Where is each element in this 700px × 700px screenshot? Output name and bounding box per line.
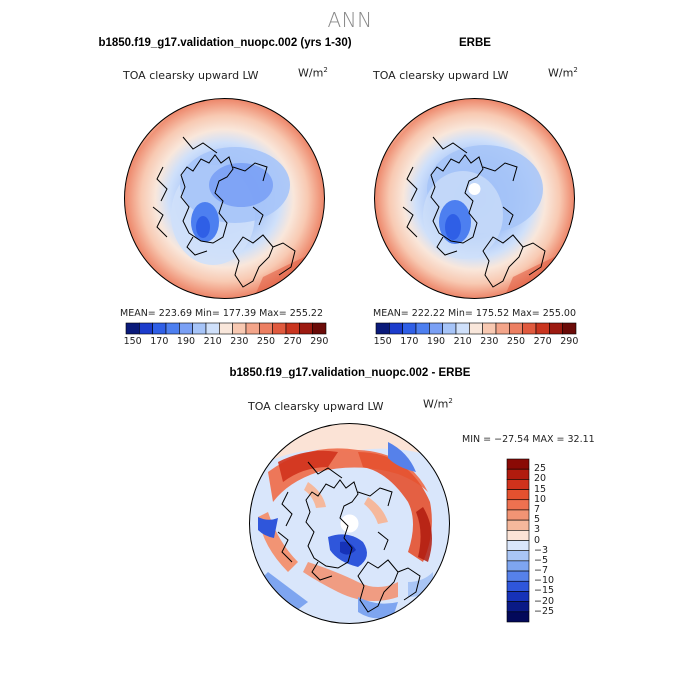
panel3-colorbar-tick-label: 7 [534,503,541,515]
panel1-colorbar-tick-label: 250 [256,336,276,347]
panel1-colorbar-swatch [232,322,247,335]
panel3-colorbar-swatch [506,580,530,592]
panel3-colorbar-tick-label: 15 [534,483,547,495]
panel1-colorbar-swatch [205,322,220,335]
panel3-polar-map [249,423,450,624]
panel3-colorbar-swatch [506,499,530,511]
panel3-colorbar-tick-label: −10 [534,575,555,587]
panel2-colorbar-swatch [469,322,483,335]
panel3-colorbar-tick-label: 25 [534,463,547,475]
panel3-stats: MIN = −27.54 MAX = 32.11 [462,434,595,445]
panel3-colorbar-ticks: 25 20 15 10 7 5 3 0 −3 −5 −7 −10 −15 −20 −25 [534,459,574,622]
panel3-colorbar-swatch [506,479,530,490]
panel1-colorbar-swatch [152,322,167,335]
panel2-variable-label: TOA clearsky upward LW [373,69,509,82]
panel2-colorbar-swatch [442,322,457,335]
figure-title: ANN [327,8,373,32]
panel2-colorbar-swatch [522,322,537,335]
panel2-unit-label: W/m2 [548,66,578,80]
panel3-colorbar-tick-label: −5 [534,554,549,566]
panel3-colorbar-swatch [506,468,530,480]
panel1-title: b1850.f19_g17.validation_nuopc.002 (yrs … [98,37,352,49]
panel1-colorbar-swatch [312,322,327,335]
panel3-colorbar-tick-label: 10 [534,493,547,505]
panel2-colorbar-swatch [535,322,550,335]
panel1-colorbar-swatch [272,322,287,335]
panel1-colorbar-tick-label: 230 [230,336,249,347]
panel2-colorbar-swatch [495,322,510,335]
panel2-colorbar-swatch [415,322,430,335]
panel1-unit-label: W/m2 [298,66,328,80]
panel2-colorbar-swatch [375,322,390,335]
panel1-colorbar-swatch [165,322,180,335]
panel2-colorbar-ticks: 150 170 190 210 230 250 270 290 [374,336,579,348]
panel2-polar-map [374,98,575,299]
panel3-colorbar-swatch [506,611,530,623]
panel2-colorbar-tick-label: 290 [560,336,579,347]
panel3-colorbar-tick-label: −15 [534,585,555,597]
panel2-colorbar-tick-label: 210 [453,336,472,347]
panel1-colorbar-swatch [259,322,273,335]
panel1-colorbar-tick-label: 190 [176,336,196,347]
panel3-colorbar-swatch [506,458,530,470]
panel3-colorbar-tick-label: −3 [534,544,549,556]
panel1-colorbar-swatch [299,322,313,335]
panel2-colorbar-swatch [509,322,523,335]
panel1-colorbar-swatch [139,322,153,335]
panel2-colorbar-swatch [402,322,417,335]
panel3-colorbar-tick-label: −7 [534,565,549,577]
panel3-colorbar-tick-label: −25 [534,605,555,617]
panel1-colorbar-swatch [192,322,207,335]
panel2-stats: MEAN= 222.22 Min= 175.52 Max= 255.00 [373,308,577,319]
panel1-colorbar [125,322,327,335]
panel3-colorbar-tick-label: 20 [534,473,547,485]
panel2-colorbar-swatch [562,322,577,335]
panel3-colorbar-tick-label: −20 [534,595,555,607]
panel3-colorbar [506,458,530,623]
panel1-colorbar-swatch [125,322,140,335]
panel1-colorbar-tick-label: 270 [283,336,302,347]
panel3-colorbar-swatch [506,570,530,582]
panel2-colorbar-swatch [429,322,443,335]
panel3-colorbar-swatch [506,550,530,562]
panel2-colorbar [375,322,577,335]
panel2-colorbar-tick-label: 170 [400,336,419,347]
panel2-colorbar-swatch [549,322,563,335]
panel2-colorbar-swatch [389,322,403,335]
panel2-title: ERBE [459,37,491,49]
panel3-colorbar-tick-label: 0 [534,534,541,546]
panel1-colorbar-tick-label: 170 [150,336,169,347]
panel2-colorbar-tick-label: 270 [533,336,552,347]
panel3-colorbar-swatch [506,509,530,521]
panel2-colorbar-tick-label: 190 [426,336,446,347]
panel3-colorbar-tick-label: 5 [534,514,541,526]
panel3-colorbar-swatch [506,560,530,572]
panel1-variable-label: TOA clearsky upward LW [123,69,259,82]
panel1-colorbar-swatch [179,322,193,335]
panel3-colorbar-swatch [506,519,530,531]
panel1-colorbar-tick-label: 210 [203,336,222,347]
panel1-colorbar-tick-label: 290 [310,336,329,347]
panel3-title: b1850.f19_g17.validation_nuopc.002 - ERB… [229,367,471,379]
panel2-colorbar-tick-label: 230 [480,336,499,347]
panel1-colorbar-swatch [285,322,300,335]
panel1-colorbar-tick-label: 150 [123,336,142,347]
panel3-variable-label: TOA clearsky upward LW [248,400,384,413]
panel2-colorbar-swatch [482,322,497,335]
panel1-colorbar-ticks: 150 170 190 210 230 250 270 290 [124,336,329,348]
panel3-colorbar-swatch [506,489,530,501]
panel3-colorbar-swatch [506,591,530,602]
panel3-colorbar-swatch [506,540,530,551]
panel1-colorbar-swatch [219,322,233,335]
panel3-colorbar-tick-label: 3 [534,524,541,536]
panel1-colorbar-swatch [245,322,260,335]
panel3-colorbar-swatch [506,601,530,613]
panel2-colorbar-tick-label: 250 [506,336,526,347]
panel1-polar-map [124,98,325,299]
panel1-stats: MEAN= 223.69 Min= 177.39 Max= 255.22 [120,308,324,319]
panel2-colorbar-tick-label: 150 [373,336,392,347]
panel3-unit-label: W/m2 [423,397,453,411]
panel3-colorbar-swatch [506,530,530,541]
panel2-colorbar-swatch [455,322,470,335]
